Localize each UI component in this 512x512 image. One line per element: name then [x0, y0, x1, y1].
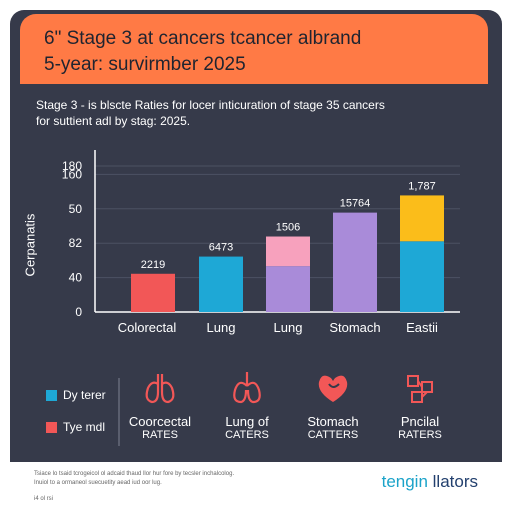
organ-sub-other: RATERS: [398, 429, 442, 441]
network-icon: [407, 375, 433, 403]
subtitle-line-1: Stage 3 - is blscte Raties for locer int…: [36, 98, 385, 112]
organ-item-stomach: Stomach CATTERS: [289, 368, 377, 442]
x-category-label: Lung: [207, 320, 236, 335]
title-banner: 6" Stage 3 at cancers tcancer albrand 5-…: [20, 14, 488, 84]
chart-subtitle: Stage 3 - is blscte Raties for locer int…: [36, 97, 456, 129]
organ-item-colorectal: Coorcectal RATES: [116, 368, 204, 442]
footer: Tsiace lo tsaid tcrogeicol ol adcaid tha…: [10, 462, 502, 502]
y-axis-label: Cerpanatis: [22, 213, 38, 277]
bar-4-segment-1: [400, 195, 444, 242]
bar-value-label: 6473: [209, 242, 233, 254]
organ-item-other: Pncilal RATERS: [376, 368, 464, 442]
legend-swatch-1: [46, 389, 57, 401]
organ-sub-lung: CATERS: [225, 429, 269, 441]
bar-4-segment-0: [400, 241, 444, 312]
y-tick-label: 0: [75, 305, 82, 319]
footnote-small: i4 ol rsi: [34, 496, 54, 502]
bar-value-label: 1506: [276, 222, 300, 234]
y-tick-label: 1б0: [62, 167, 83, 181]
y-tick-label: 180: [62, 159, 82, 173]
bar-value-label: 1,787: [408, 180, 436, 192]
bar-0-segment-0: [131, 273, 175, 312]
organ-item-lung: Lung of CATERS: [203, 368, 291, 442]
bar-2-segment-0: [266, 266, 310, 312]
subtitle-line-2: for suttient adl by stag: 2025.: [36, 114, 191, 128]
stomach-icon: [318, 375, 348, 402]
bar-2-segment-1: [266, 236, 310, 267]
bar-1-segment-0: [199, 256, 243, 312]
y-tick-label: 50: [69, 202, 83, 216]
y-tick-label: 82: [69, 236, 83, 250]
brand-logo: tengin llators: [381, 472, 478, 491]
title-line-1: 6" Stage 3 at cancers tcancer albrand: [44, 28, 362, 49]
legend-swatch-2: [46, 421, 57, 433]
x-category-label: Eastii: [406, 320, 438, 335]
y-tick-label: 40: [69, 271, 83, 285]
footnote: Tsiace lo tsaid tcrogeicol ol adcaid tha…: [34, 471, 235, 486]
legend-item-2: Tye mdl: [46, 420, 105, 434]
organ-label-other: Pncilal: [400, 414, 440, 429]
organ-label-colorectal: Coorcectal: [128, 414, 192, 429]
bar-3-segment-0: [333, 212, 377, 312]
lungs-icon: [145, 374, 175, 404]
x-category-label: Colorectal: [118, 320, 177, 335]
lung-icon: [233, 372, 261, 404]
x-category-label: Lung: [274, 320, 303, 335]
organ-label-stomach: Stomach: [307, 414, 359, 429]
organ-sub-colorectal: RATES: [142, 429, 178, 441]
legend-label-1: Dy terer: [63, 388, 106, 402]
title-line-2: 5-year: survirmber 2025: [44, 54, 246, 75]
bar-value-label: 2219: [141, 259, 165, 271]
bar-value-label: 15764: [340, 198, 371, 210]
organ-sub-stomach: CATTERS: [307, 429, 359, 441]
organ-label-lung: Lung of: [225, 414, 269, 429]
legend-item-1: Dy terer: [46, 388, 106, 402]
legend-label-2: Tye mdl: [63, 420, 106, 434]
legend-divider: [118, 378, 120, 446]
x-category-label: Stomach: [329, 320, 380, 335]
